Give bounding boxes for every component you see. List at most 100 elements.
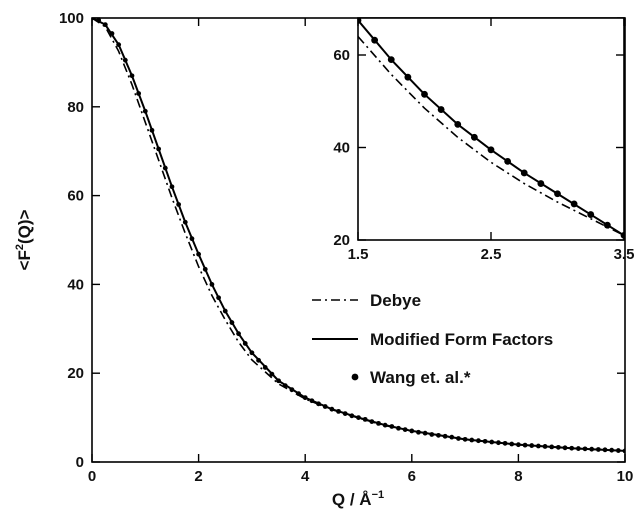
legend-item-debye: Debye [312, 291, 421, 310]
main-y-tick-label: 0 [76, 454, 84, 471]
main-point-wang-et-al [282, 383, 288, 389]
main-point-wang-et-al [396, 425, 401, 431]
main-point-wang-et-al [549, 444, 555, 450]
inset-point-wang-et-al [371, 36, 379, 44]
main-point-wang-et-al [449, 434, 455, 440]
inset-x-tick-label: 1.5 [348, 246, 369, 263]
inset-point-wang-et-al [404, 73, 412, 81]
main-point-wang-et-al [609, 447, 615, 453]
inset-ticks: 1.5 2.5 3.5 20 40 60 [333, 18, 634, 263]
main-point-wang-et-al [196, 251, 202, 257]
inset-series-layer [358, 18, 624, 239]
main-x-tick-label: 8 [514, 468, 522, 485]
main-point-wang-et-al [496, 440, 501, 446]
main-point-wang-et-al [162, 165, 168, 171]
main-point-wang-et-al [529, 443, 535, 448]
main-point-wang-et-al [242, 341, 248, 346]
main-point-wang-et-al [376, 420, 381, 426]
main-point-wang-et-al [369, 419, 375, 424]
main-point-wang-et-al [216, 295, 221, 301]
inset-point-wang-et-al [487, 146, 495, 154]
main-x-tick-label: 2 [194, 468, 202, 485]
inset-point-wang-et-al [620, 231, 624, 239]
main-point-wang-et-al [329, 406, 335, 412]
inset-y-tick-label: 20 [333, 232, 350, 249]
main-point-wang-et-al [416, 429, 421, 435]
main-point-wang-et-al [149, 127, 155, 133]
inset-series-wang-et-al [358, 18, 624, 239]
main-point-wang-et-al [589, 446, 595, 452]
main-point-wang-et-al [302, 395, 308, 401]
main-series-clip [92, 18, 625, 454]
main-y-tick-label: 40 [67, 276, 84, 293]
main-point-wang-et-al [615, 448, 621, 453]
main-point-wang-et-al [209, 282, 215, 287]
main-point-wang-et-al [476, 438, 481, 444]
main-point-wang-et-al [462, 436, 468, 442]
main-y-tick-label: 100 [59, 10, 84, 27]
main-point-wang-et-al [229, 320, 235, 325]
main-point-wang-et-al [249, 350, 255, 356]
main-point-wang-et-al [296, 391, 301, 397]
inset-y-tick-label: 40 [333, 140, 350, 157]
main-point-wang-et-al [276, 378, 281, 384]
inset-plot: 1.5 2.5 3.5 20 40 60 [333, 17, 634, 263]
inset-x-tick-label: 3.5 [614, 246, 635, 263]
inset-point-wang-et-al [421, 90, 428, 98]
main-point-wang-et-al [169, 184, 175, 190]
main-point-wang-et-al [456, 436, 461, 441]
inset-point-wang-et-al [603, 221, 611, 229]
main-point-wang-et-al [542, 444, 548, 449]
main-point-wang-et-al [316, 401, 321, 407]
legend-item-wang: Wang et. al.* [351, 368, 471, 387]
legend-label-debye: Debye [370, 291, 421, 310]
inset-x-tick-label: 2.5 [481, 246, 502, 263]
main-point-wang-et-al [109, 31, 115, 36]
legend-item-modified-form-factors: Modified Form Factors [312, 330, 553, 349]
main-point-wang-et-al [489, 439, 495, 445]
inset-point-wang-et-al [358, 18, 362, 24]
main-point-wang-et-al [382, 422, 388, 428]
main-point-wang-et-al [336, 408, 341, 414]
main-point-wang-et-al [269, 371, 275, 377]
main-series-wang-et-al [92, 18, 625, 454]
main-point-wang-et-al [509, 441, 515, 447]
main-point-wang-et-al [582, 446, 588, 452]
inset-point-wang-et-al [554, 190, 561, 198]
main-point-wang-et-al [289, 387, 295, 393]
main-point-wang-et-al [222, 308, 228, 314]
main-point-wang-et-al [176, 202, 182, 207]
inset-point-wang-et-al [537, 180, 545, 187]
main-y-tick-label: 80 [67, 99, 84, 116]
main-x-tick-label: 10 [617, 468, 634, 485]
inset-point-wang-et-al [470, 133, 478, 141]
y-axis-title: <F2(Q)> [14, 209, 34, 270]
main-point-wang-et-al [535, 443, 541, 449]
main-point-wang-et-al [522, 442, 528, 448]
main-point-wang-et-al [309, 398, 315, 404]
main-point-wang-et-al [442, 433, 448, 439]
inset-series-clip [358, 18, 624, 239]
main-point-wang-et-al [189, 236, 195, 242]
inset-y-tick-label: 60 [333, 47, 350, 64]
main-point-wang-et-al [129, 73, 135, 79]
main-point-wang-et-al [96, 18, 102, 23]
main-point-wang-et-al [402, 427, 408, 432]
inset-point-wang-et-al [587, 211, 595, 218]
main-point-wang-et-al [562, 445, 568, 451]
main-point-wang-et-al [142, 108, 148, 114]
main-x-tick-label: 4 [301, 468, 310, 485]
main-point-wang-et-al [202, 266, 208, 272]
inset-point-wang-et-al [504, 157, 512, 165]
inset-background [358, 18, 624, 240]
main-point-wang-et-al [389, 424, 395, 429]
main-point-wang-et-al [182, 219, 188, 225]
main-point-wang-et-al [256, 357, 261, 363]
inset-point-wang-et-al [387, 56, 395, 64]
inset-point-wang-et-al [437, 106, 445, 113]
main-series-layer [92, 18, 625, 454]
legend-label-wang: Wang et. al.* [370, 368, 471, 387]
main-point-wang-et-al [362, 416, 368, 422]
main-point-wang-et-al [136, 91, 142, 96]
main-point-wang-et-al [409, 428, 415, 434]
